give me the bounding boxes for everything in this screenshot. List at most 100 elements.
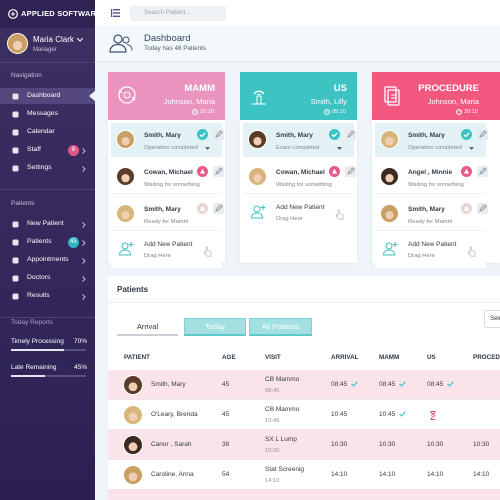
stage-check xyxy=(447,381,454,387)
user-caret[interactable] xyxy=(77,38,83,42)
tab[interactable] xyxy=(117,318,178,336)
patient-card[interactable] xyxy=(111,197,222,231)
nav-label: Dashboard xyxy=(27,92,61,99)
report-value: 70% xyxy=(74,338,88,345)
user-name: Maria Clark xyxy=(33,35,74,44)
card-name: Smith, Mary xyxy=(144,132,181,139)
report-label: Late Remaining xyxy=(11,364,57,371)
menu-toggle[interactable] xyxy=(111,9,120,17)
stage-check xyxy=(399,381,406,387)
section-title: Navigation xyxy=(11,72,42,79)
edit-icon[interactable] xyxy=(345,129,356,140)
sidebar xyxy=(0,0,95,500)
column-name: Johnson, Maria xyxy=(427,97,479,106)
visit-time: 10:30 xyxy=(265,448,280,454)
column-icon xyxy=(384,86,400,106)
patient-card[interactable] xyxy=(375,160,486,194)
header-icon xyxy=(109,34,133,53)
status-caret[interactable] xyxy=(337,147,342,150)
edit-icon[interactable] xyxy=(345,166,356,177)
avatar xyxy=(116,167,135,186)
nav-caret xyxy=(82,258,86,264)
separator xyxy=(0,317,95,318)
stage-check xyxy=(399,411,406,417)
table-header: AGE xyxy=(222,354,236,361)
nav-label: Appointments xyxy=(27,256,69,263)
tab[interactable] xyxy=(249,318,312,336)
search-box[interactable] xyxy=(130,6,226,21)
table-row[interactable] xyxy=(108,370,500,400)
tab-label: Arrival xyxy=(136,322,159,331)
nav-icon xyxy=(12,147,19,154)
card-status: Operation completed xyxy=(408,145,462,151)
card-name: Smith, Mary xyxy=(408,206,445,213)
add-hint: Drag Here xyxy=(144,253,171,259)
nav-label: Messages xyxy=(27,110,58,117)
avatar xyxy=(123,435,143,455)
table-row[interactable] xyxy=(108,460,500,490)
edit-icon[interactable] xyxy=(213,166,224,177)
nav-caret xyxy=(82,276,86,282)
column-icon xyxy=(118,86,136,104)
stage-time: 08:45 xyxy=(331,381,348,388)
tab[interactable] xyxy=(184,318,246,336)
header-band xyxy=(95,26,500,62)
column-icon xyxy=(252,90,266,105)
clock-icon xyxy=(192,109,198,115)
stage-wait xyxy=(430,411,436,420)
separator xyxy=(0,62,95,63)
check-icon[interactable] xyxy=(329,129,340,140)
card-status: Waiting for something xyxy=(408,182,464,188)
nav-caret xyxy=(82,148,86,154)
add-user-icon xyxy=(118,242,134,256)
stage-time: 14:10 xyxy=(427,471,444,478)
brand: APPLIED SOFTWARE xyxy=(21,9,102,18)
column-time: 20:10 xyxy=(464,109,478,115)
separator xyxy=(0,189,95,190)
reports-title: Today Reports xyxy=(11,319,53,326)
stage-time: 08:45 xyxy=(379,381,396,388)
check-icon[interactable] xyxy=(197,129,208,140)
edit-icon[interactable] xyxy=(477,129,488,140)
add-hint: Drag Here xyxy=(276,216,303,222)
stage-time: 10:45 xyxy=(331,411,348,418)
warning-icon[interactable] xyxy=(461,203,472,214)
check-icon[interactable] xyxy=(461,129,472,140)
table-row[interactable] xyxy=(108,430,500,460)
status-caret[interactable] xyxy=(469,147,474,150)
select-box[interactable] xyxy=(484,310,500,328)
warning-icon[interactable] xyxy=(197,166,208,177)
avatar xyxy=(123,465,143,485)
card-name: Cowan, Michael xyxy=(276,169,325,176)
user-role: Manager xyxy=(33,47,57,53)
table-header: US xyxy=(427,354,436,361)
column-time: 15:10 xyxy=(200,109,214,115)
edit-icon[interactable] xyxy=(477,166,488,177)
warning-icon[interactable] xyxy=(461,166,472,177)
tab-label: Today xyxy=(204,322,225,331)
warning-icon[interactable] xyxy=(329,166,340,177)
status-caret[interactable] xyxy=(205,147,210,150)
nav-item[interactable] xyxy=(0,88,95,104)
visit-time: 14:10 xyxy=(265,478,280,484)
edit-icon[interactable] xyxy=(477,203,488,214)
visit-type: SX L Lump xyxy=(265,436,297,443)
stage-time: 08:45 xyxy=(427,381,444,388)
table-header: MAMM xyxy=(379,354,400,361)
table-header: PATIENT xyxy=(124,354,151,361)
avatar xyxy=(123,405,143,425)
column-title: US xyxy=(333,83,347,94)
report-value: 45% xyxy=(74,364,88,371)
avatar xyxy=(248,130,267,149)
stage-time: 14:10 xyxy=(331,471,348,478)
warning-icon[interactable] xyxy=(197,203,208,214)
column-header[interactable] xyxy=(108,72,225,120)
header-subtitle: Today has 48 Patients xyxy=(144,45,206,52)
column-header[interactable] xyxy=(372,72,500,120)
card-name: Cowan, Michael xyxy=(144,169,193,176)
stage-time: 10:30 xyxy=(379,441,396,448)
avatar xyxy=(116,130,135,149)
edit-icon[interactable] xyxy=(213,203,224,214)
edit-icon[interactable] xyxy=(213,129,224,140)
stage-time: 10:30 xyxy=(427,441,444,448)
